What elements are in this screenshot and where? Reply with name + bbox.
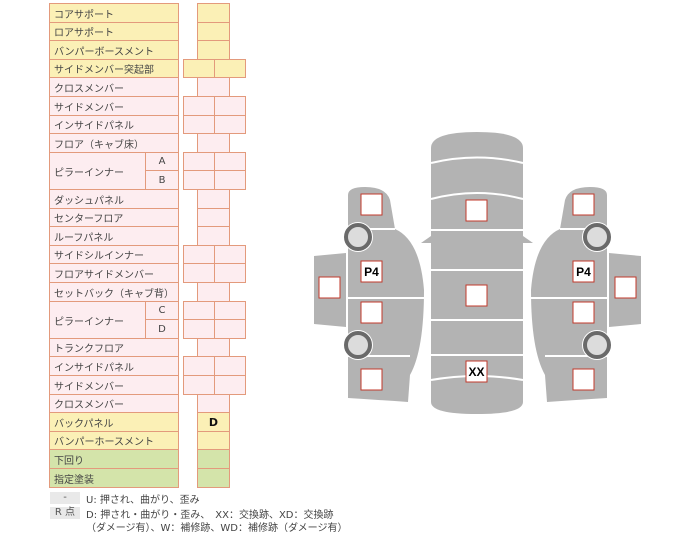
damage-mark-box[interactable]: [318, 276, 341, 299]
damage-mark-box[interactable]: [572, 301, 595, 324]
damage-mark-text: P4: [364, 265, 379, 279]
legend-key-dash: -: [50, 492, 80, 504]
damage-cell-right[interactable]: [214, 263, 246, 283]
damage-mark-text: P4: [576, 265, 591, 279]
car-top-body: [431, 132, 523, 414]
arrow-right: [523, 236, 533, 243]
damage-mark-box[interactable]: [572, 368, 595, 391]
legend-dash-text: U: 押され、曲がり、歪み: [86, 495, 200, 506]
damage-cell-right[interactable]: [214, 170, 246, 190]
legend-key-r: R 点: [50, 507, 80, 519]
damage-mark-box[interactable]: [465, 284, 488, 307]
damage-mark-box[interactable]: [465, 199, 488, 222]
damage-cell[interactable]: [197, 468, 230, 488]
damage-cell-right[interactable]: [214, 319, 246, 339]
arrow-left: [421, 236, 431, 243]
damage-mark-box[interactable]: [360, 193, 383, 216]
damage-mark-box[interactable]: [360, 260, 383, 283]
car-right-side: [531, 187, 607, 402]
row-label: ピラーインナー: [49, 301, 146, 339]
car-left-side: [348, 187, 424, 402]
row-label: 指定塗装: [49, 468, 179, 488]
damage-mark-box[interactable]: [465, 360, 488, 383]
row-label: ピラーインナー: [49, 152, 146, 190]
damage-mark-box[interactable]: [360, 368, 383, 391]
damage-mark-box[interactable]: [572, 260, 595, 283]
damage-cell-right[interactable]: [214, 115, 246, 134]
damage-cell-right[interactable]: [214, 375, 246, 395]
damage-mark-box[interactable]: [360, 301, 383, 324]
damage-mark-box[interactable]: [614, 276, 637, 299]
legend-r-text-2: （ダメージ有）、W：補修跡、WD：補修跡（ダメージ有）: [86, 523, 348, 534]
legend-r-text-1: D: 押され・曲がり・歪み、 XX：交換跡、XD：交換跡: [86, 510, 334, 521]
damage-cell-right[interactable]: [214, 59, 246, 78]
damage-mark-text: XX: [468, 365, 484, 379]
damage-mark-box[interactable]: [572, 193, 595, 216]
